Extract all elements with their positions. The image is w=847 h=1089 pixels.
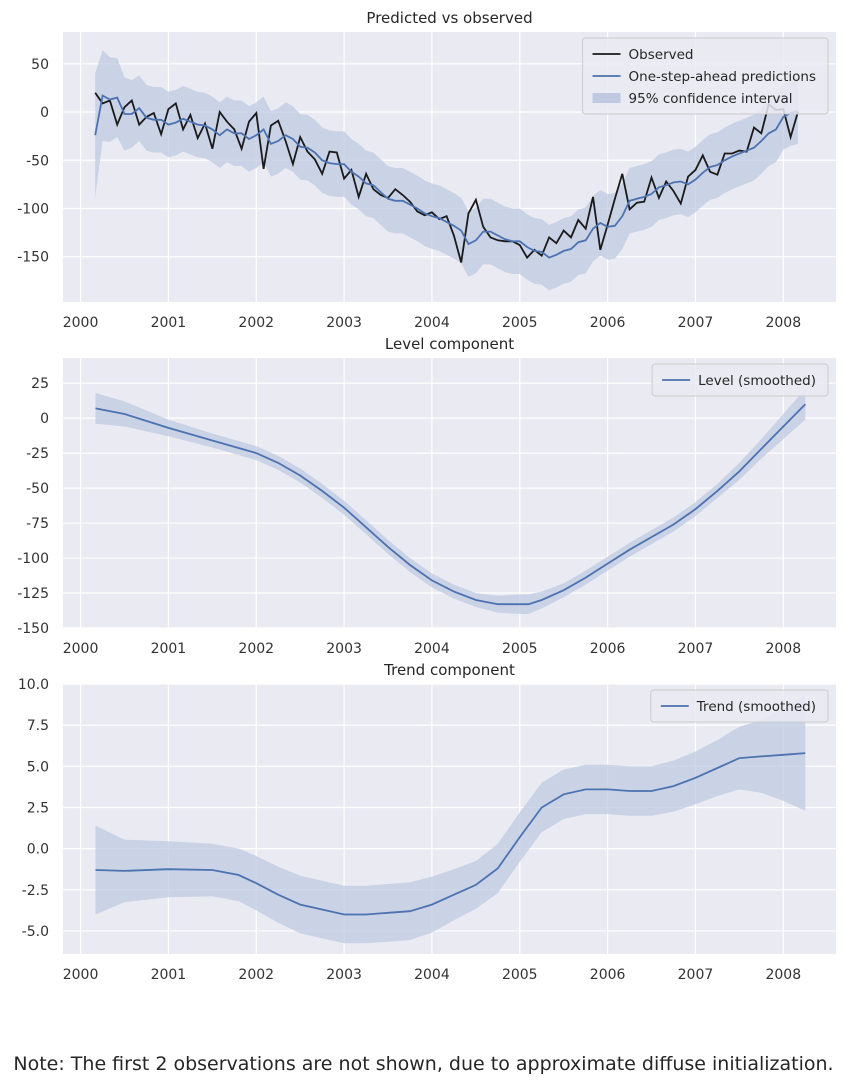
x-tick-label: 2006 (590, 315, 626, 331)
legend-label: Level (smoothed) (698, 373, 816, 389)
legend-label: One-step-ahead predictions (629, 69, 816, 85)
x-tick-label: 2002 (238, 967, 274, 983)
x-tick-label: 2001 (151, 641, 187, 657)
plot-layer (95, 388, 806, 614)
panel-title: Level component (385, 335, 514, 353)
confidence-band (95, 695, 806, 944)
legend-label: Trend (smoothed) (696, 699, 816, 715)
y-tick-label: 7.5 (27, 718, 49, 734)
y-tick-label: 2.5 (27, 800, 49, 816)
y-tick-label: -2.5 (22, 883, 49, 899)
y-tick-label: 10.0 (18, 677, 49, 693)
x-tick-label: 2003 (326, 315, 362, 331)
level-smoothed-line (95, 403, 806, 606)
legend-box (650, 689, 829, 723)
prediction-line (94, 94, 799, 259)
x-tick-label: 2000 (63, 315, 99, 331)
x-tick-label: 2007 (678, 967, 714, 983)
legend-label: Observed (629, 47, 694, 63)
y-tick-label: 0 (40, 411, 49, 427)
y-tick-label: 0.0 (27, 842, 49, 858)
y-tick-label: -100 (17, 551, 49, 567)
x-tick-label: 2006 (590, 641, 626, 657)
y-tick-label: 50 (31, 57, 49, 73)
legend-box (651, 363, 829, 397)
panel-title: Predicted vs observed (366, 9, 532, 27)
footnote: Note: The first 2 observations are not s… (13, 1053, 834, 1075)
panel-trend-component: 2000 2001 2002 2003 2004 2005 2006 2007 2008 10.0… (18, 661, 836, 983)
x-tick-label: 2003 (326, 967, 362, 983)
x-tick-label: 2002 (238, 315, 274, 331)
x-tick-label: 2002 (238, 641, 274, 657)
panel-title: Trend component (383, 661, 515, 679)
x-tick-label: 2008 (765, 967, 801, 983)
x-tick-label: 2007 (678, 641, 714, 657)
plot-layer (94, 50, 799, 291)
x-tick-label: 2007 (678, 315, 714, 331)
y-tick-label: -125 (17, 586, 49, 602)
x-tick-label: 2000 (63, 967, 99, 983)
x-tick-label: 2005 (502, 641, 538, 657)
x-tick-label: 2008 (765, 315, 801, 331)
plot-layer (95, 695, 806, 944)
confidence-band (95, 50, 798, 291)
y-tick-label: -75 (26, 516, 49, 532)
x-tick-label: 2005 (502, 315, 538, 331)
y-tick-label: 0 (40, 105, 49, 121)
y-tick-label: -50 (26, 481, 49, 497)
panel-predicted-vs-observed: 2000 2001 2002 2003 2004 2005 2006 2007 2008 50 0 -… (17, 9, 836, 331)
legend: Observed One-step-ahead predictions 95% co… (582, 37, 829, 115)
legend-box (582, 37, 829, 115)
y-tick-label: -50 (26, 153, 49, 169)
legend-swatch (592, 93, 621, 103)
x-tick-label: 2004 (414, 967, 450, 983)
y-tick-label: -25 (26, 446, 49, 462)
x-tick-label: 2005 (502, 967, 538, 983)
confidence-band (95, 388, 806, 614)
legend-label: 95% confidence interval (629, 91, 793, 107)
x-tick-label: 2006 (590, 967, 626, 983)
legend: Trend (smoothed) (650, 689, 829, 723)
observed-line (94, 92, 799, 263)
x-tick-label: 2000 (63, 641, 99, 657)
panel-level-component: 2000 2001 2002 2003 2004 2005 2006 2007 2008 25 0 -… (17, 335, 836, 657)
y-tick-label: -100 (17, 201, 49, 217)
x-tick-label: 2004 (414, 641, 450, 657)
y-tick-label: -5.0 (22, 924, 49, 940)
y-tick-label: -150 (17, 621, 49, 637)
trend-smoothed-line (95, 752, 806, 916)
y-tick-label: 5.0 (27, 759, 49, 775)
y-tick-label: -150 (17, 250, 49, 266)
x-tick-label: 2008 (765, 641, 801, 657)
legend: Level (smoothed) (651, 363, 829, 397)
y-tick-label: 25 (31, 376, 49, 392)
x-tick-label: 2003 (326, 641, 362, 657)
x-tick-label: 2004 (414, 315, 450, 331)
x-tick-label: 2001 (151, 315, 187, 331)
x-tick-label: 2001 (151, 967, 187, 983)
